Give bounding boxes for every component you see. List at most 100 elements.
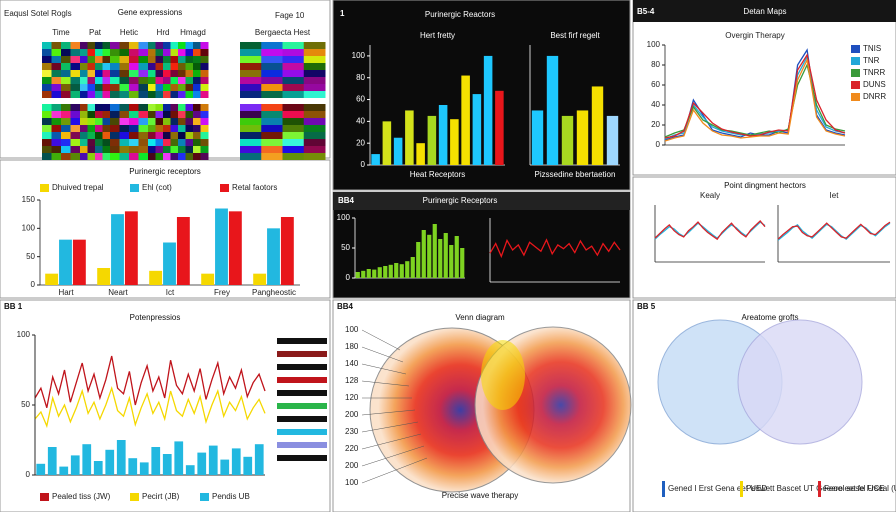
heatmap-cell [148,111,156,118]
heatmap-cell [87,104,96,111]
heatmap-cell [138,56,149,63]
heatmap-cell [42,91,52,98]
heatmap-cell [102,84,111,91]
panel-title: Areatome grofts [742,313,799,322]
heatmap-cell [102,111,111,118]
heatmap-column: Hmagd [180,28,206,37]
heatmap-cell [87,111,96,118]
heatmap-cell [193,111,201,118]
heatmap-cell [200,91,209,98]
heatmap-cell [178,84,186,91]
legend-label: DNRR [863,92,886,101]
heatmap-cell [42,153,52,160]
legend-label: TNR [863,56,880,65]
leader-line [361,409,416,416]
leader-line [361,346,404,363]
heatmap-cell [185,125,194,132]
heatmap-cell [61,139,71,146]
legend-label: TNRR [863,68,885,77]
heatmap-cell [200,153,209,160]
heatmap-cell [163,153,171,160]
heatmap-cell [185,111,194,118]
heatmap-cell [240,139,262,146]
heatmap-cell [80,91,88,98]
heatmap-cell [102,77,111,84]
heatmap-cell [303,42,326,49]
heatmap-cell [155,63,164,70]
heatmap-cell [87,63,96,70]
heatmap-cell [200,132,209,139]
heatmap-cell [163,63,171,70]
bar [215,208,228,285]
heatmap-cell [51,139,62,146]
heatmap-cell [119,63,130,70]
heatmap-cell [80,70,88,77]
bar [267,228,280,285]
bar [59,239,72,285]
heatmap-cell [240,91,262,98]
heatmap-cell [282,84,305,91]
panel-tag: BB 5 [637,302,656,311]
heatmap-cell [193,118,201,125]
chart-title: Best firf regelt [550,31,600,40]
bar [472,94,482,165]
x-tick-label: Pangheostic [252,288,296,297]
heatmap-cell [170,104,179,111]
heatmap-cell [51,77,62,84]
stripe [277,377,327,383]
bar [450,119,459,165]
y-tick-label: 60 [651,80,660,89]
heatmap-cell [170,70,179,77]
heatmap-cell [178,111,186,118]
heatmap-cell [87,77,96,84]
bar [461,75,470,165]
heatmap-cell [42,132,52,139]
bar [280,217,294,285]
bar [243,456,253,475]
heatmap-cell [193,146,201,153]
bar [377,267,382,278]
line [777,221,891,240]
heatmap-cell [70,104,81,111]
heatmap-cell [200,84,209,91]
leader-line [361,457,428,484]
legend-swatch [851,57,860,65]
heatmap-cell [42,56,52,63]
heatmap-cell [282,91,305,98]
line [664,53,846,139]
heatmap-cell [185,63,194,70]
heatmap-cell [261,139,283,146]
bar [388,264,393,278]
venn-tick: 100 [345,478,359,487]
heatmap-cell [119,111,130,118]
heatmap-cell [51,49,62,56]
heatmap-cell [240,132,262,139]
heatmap-cell [119,49,130,56]
heatmap-cell [170,91,179,98]
leader-line [361,329,401,351]
legend-swatch [130,493,139,501]
bar [355,272,360,278]
heatmap-cell [155,84,164,91]
heatmap-cell [51,118,62,125]
heatmap-cell [61,132,71,139]
legend-swatch [200,493,209,501]
heatmap-cell [170,49,179,56]
bar [185,465,195,475]
heatmap-cell [185,84,194,91]
y-tick-label: 20 [356,138,365,147]
line [654,220,766,241]
heatmap-cell [102,118,111,125]
heatmap-cell [95,63,103,70]
heatmap-cell [261,70,283,77]
heatmap-cell [61,104,71,111]
heatmap-cell [185,139,194,146]
heatmap-cell [282,42,305,49]
y-tick-label: 50 [341,243,350,252]
bar [128,458,138,475]
heatmap-cell [163,146,171,153]
heatmap-cell [303,49,326,56]
heatmap-cell [148,70,156,77]
y-tick-label: 0 [26,470,31,479]
legend-swatch [40,493,49,501]
